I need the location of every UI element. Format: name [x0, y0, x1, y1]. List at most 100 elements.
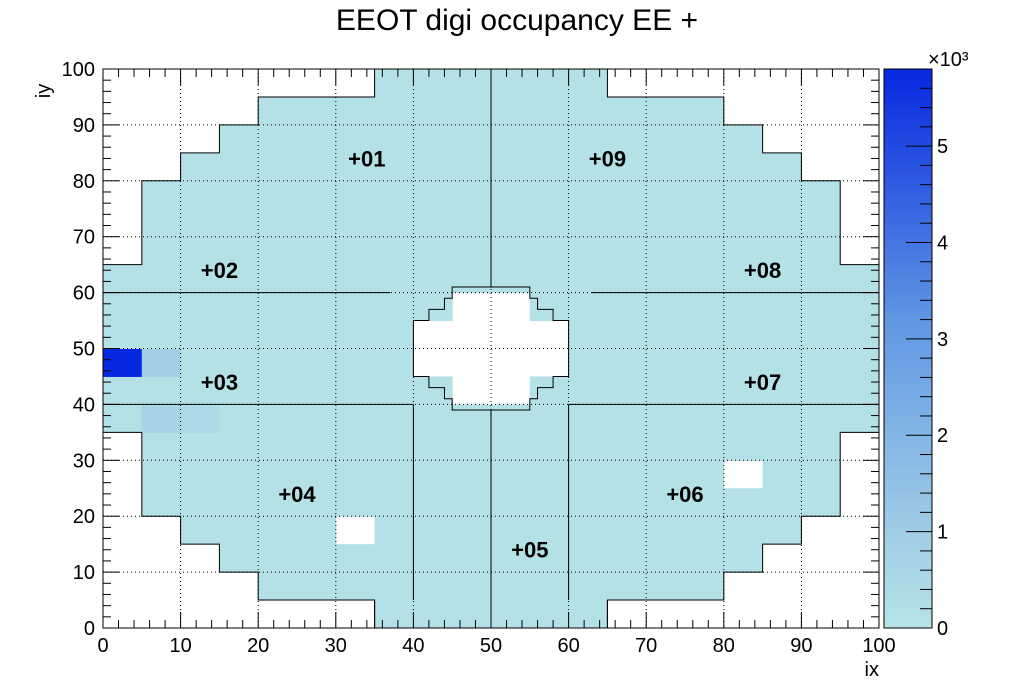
- heatmap-cell: [374, 96, 414, 126]
- heatmap-cell: [607, 180, 647, 210]
- heatmap-cell: [607, 348, 647, 377]
- heatmap-cell: [413, 572, 453, 601]
- heatmap-cell: [258, 96, 298, 126]
- heatmap-cell: [491, 208, 531, 238]
- heatmap-cell: [297, 180, 337, 210]
- x-axis-label: ix: [865, 659, 879, 681]
- heatmap-cell: [801, 208, 841, 238]
- heatmap-cell: [723, 264, 764, 294]
- axis-ticks: 0 10 20 30 40 50 60 70 80 90 100 0 10 20 30 40 50 60 70 80 9…: [62, 59, 896, 657]
- heatmap-cell: [723, 320, 764, 349]
- heatmap-cell: [297, 376, 337, 405]
- heatmap-cell: [685, 460, 725, 489]
- heatmap-cell: [413, 516, 453, 545]
- heatmap-cell: [258, 236, 298, 266]
- heatmap-cell: [219, 544, 259, 573]
- heatmap-cell: [491, 236, 531, 266]
- heatmap-cell: [180, 460, 220, 489]
- heatmap-cell: [141, 180, 182, 210]
- heatmap-cell: [335, 320, 376, 349]
- heatmap-cell: [180, 376, 220, 405]
- heatmap-cell: [840, 348, 880, 377]
- heatmap-cell: [141, 460, 182, 489]
- inner-hole-outline: [412, 286, 570, 411]
- heatmap-cell: [219, 404, 259, 433]
- heatmap-cell: [141, 236, 182, 266]
- heatmap-cell: [529, 572, 570, 601]
- heatmap-cell: [297, 544, 337, 573]
- heatmap-cell: [529, 208, 570, 238]
- heatmap-cell: [180, 292, 220, 322]
- colorbar-tick-label: 5: [937, 136, 948, 158]
- heatmap-cell: [219, 236, 259, 266]
- heatmap-cell: [452, 69, 492, 98]
- colorbar-tick-label: 3: [937, 329, 948, 351]
- heatmap-cell: [335, 124, 376, 154]
- heatmap-cell: [258, 180, 298, 210]
- heatmap-cell: [646, 460, 686, 489]
- x-tick-label: 60: [557, 635, 579, 657]
- heatmap-cell: [568, 544, 608, 573]
- heatmap-cell: [258, 460, 298, 489]
- heatmap-cell: [607, 544, 647, 573]
- heatmap-cell: [491, 488, 531, 517]
- heatmap-cell: [568, 264, 608, 294]
- heatmap-cell: [297, 264, 337, 294]
- heatmap-cell: [374, 544, 414, 573]
- heatmap-cell: [141, 432, 182, 461]
- heatmap-cell: [762, 236, 802, 266]
- sector-label: +01: [348, 146, 385, 171]
- heatmap-cell: [801, 404, 841, 433]
- heatmap-cell: [258, 348, 298, 377]
- heatmap-cell: [529, 96, 570, 126]
- heatmap-cell: [335, 96, 376, 126]
- heatmap-cell: [840, 320, 880, 349]
- heatmap-cell: [413, 236, 453, 266]
- heatmap-cell: [646, 348, 686, 377]
- heatmap-cell: [646, 292, 686, 322]
- heatmap-cell: [491, 96, 531, 126]
- heatmap-cell: [685, 124, 725, 154]
- heatmap-cell: [452, 460, 492, 489]
- heatmap-cell: [491, 69, 531, 98]
- heatmap-cell: [568, 124, 608, 154]
- heatmap-cells: [103, 69, 880, 629]
- y-tick-label: 60: [73, 283, 95, 305]
- heatmap-cell: [723, 348, 764, 377]
- heatmap-cell: [297, 488, 337, 517]
- sector-label: +06: [666, 482, 703, 507]
- heatmap-cell: [413, 432, 453, 461]
- heatmap-cell: [258, 404, 298, 433]
- heatmap-cell: [529, 292, 570, 322]
- heatmap-cell: [335, 152, 376, 182]
- heatmap-cell: [801, 320, 841, 349]
- heatmap-cell: [491, 124, 531, 154]
- heatmap-cell: [529, 488, 570, 517]
- heatmap-cell: [297, 152, 337, 182]
- heatmap-cell: [297, 96, 337, 126]
- x-tick-label: 70: [635, 635, 657, 657]
- heatmap-cell: [219, 432, 259, 461]
- heatmap-cell: [529, 180, 570, 210]
- heatmap-cell: [452, 572, 492, 601]
- heatmap-cell: [607, 124, 647, 154]
- heatmap-cell: [646, 180, 686, 210]
- heatmap-cell: [374, 69, 414, 98]
- heatmap-cell: [491, 516, 531, 545]
- heatmap-cell: [374, 348, 414, 377]
- heatmap-cell: [491, 152, 531, 182]
- heatmap-cell: [801, 264, 841, 294]
- colorbar-tick-label: 4: [937, 232, 948, 254]
- heatmap-cell: [180, 348, 220, 377]
- heatmap-cell: [762, 264, 802, 294]
- heatmap-cell: [374, 376, 414, 405]
- heatmap-cell: [180, 236, 220, 266]
- heatmap-cell: [529, 432, 570, 461]
- heatmap-cell: [335, 572, 376, 601]
- colorbar-tick-label: 1: [937, 522, 948, 544]
- heatmap-cell: [607, 96, 647, 126]
- heatmap-cell: [762, 432, 802, 461]
- heatmap-cell: [568, 432, 608, 461]
- heatmap-cell: [723, 544, 764, 573]
- heatmap-cell: [723, 376, 764, 405]
